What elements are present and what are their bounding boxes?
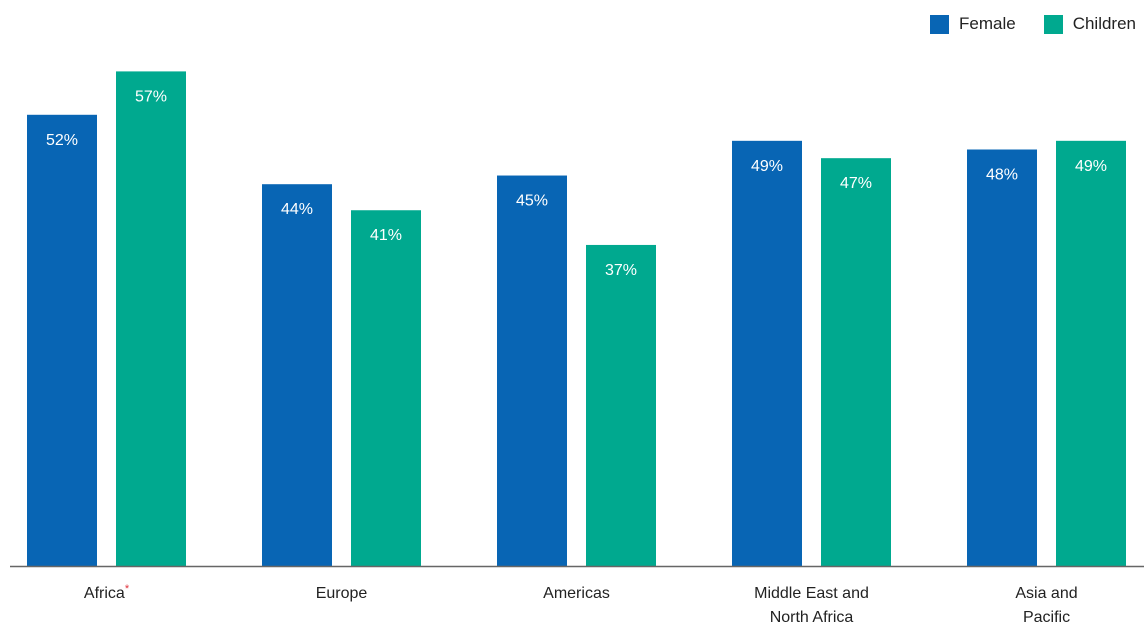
bar-female-2 [497, 175, 567, 566]
bar-children-2 [586, 244, 656, 566]
data-label-children-4: 49% [1075, 158, 1107, 175]
x-tick-label-4: Asia and Pacific [1015, 585, 1077, 626]
legend-label-children: Children [1072, 14, 1136, 33]
data-label-female-3: 49% [751, 158, 783, 175]
data-label-female-1: 44% [281, 201, 313, 218]
bar-children-3 [821, 158, 891, 567]
legend: Female Children [930, 14, 1136, 34]
bar-female-1 [262, 184, 332, 567]
x-tick-label-1: Europe [316, 585, 368, 602]
x-tick-label-3: Middle East and North Africa [754, 585, 869, 626]
bar-children-0 [116, 71, 186, 566]
data-label-female-0: 52% [46, 132, 78, 149]
legend-item-children: Children [1043, 14, 1136, 34]
legend-label-female: Female [959, 14, 1016, 33]
bar-children-4 [1056, 140, 1126, 566]
x-tick-label-2: Americas [543, 585, 610, 602]
bar-female-4 [967, 149, 1037, 566]
footnote-asterisk: * [125, 583, 130, 595]
bar-female-0 [27, 114, 97, 566]
legend-swatch-female [930, 14, 949, 34]
data-label-children-3: 47% [840, 175, 872, 192]
legend-item-female: Female [930, 14, 1016, 34]
data-label-children-0: 57% [135, 88, 167, 105]
bar-female-3 [732, 140, 802, 566]
x-tick-label-0: Africa* [84, 583, 130, 602]
bar-children-1 [351, 210, 421, 567]
data-label-children-1: 41% [370, 227, 402, 244]
data-label-female-4: 48% [986, 166, 1018, 183]
legend-swatch-children [1043, 14, 1063, 34]
data-label-female-2: 45% [516, 193, 548, 210]
data-label-children-2: 37% [605, 262, 637, 279]
